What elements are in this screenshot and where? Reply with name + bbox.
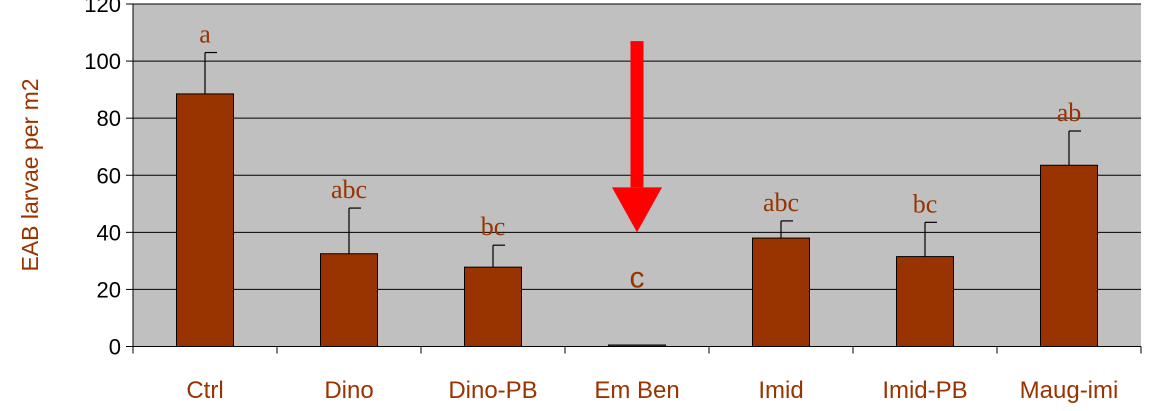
significance-letter: bc <box>913 189 938 218</box>
bar-imid <box>752 237 810 348</box>
x-tick-label: Dino-PB <box>448 377 537 404</box>
y-tick-label: 0 <box>109 335 121 360</box>
significance-letter: ab <box>1057 98 1082 127</box>
bar-dino-pb <box>464 266 522 348</box>
axes <box>126 3 1142 354</box>
y-tick-label: 80 <box>97 106 121 131</box>
y-tick-label: 60 <box>97 163 121 188</box>
x-tick-label: Em Ben <box>594 377 679 404</box>
y-tick-labels: 0 20 40 60 80 100 120 <box>84 0 121 360</box>
x-tick-label: Dino <box>324 377 373 404</box>
y-tick-label: 20 <box>97 277 121 302</box>
bar-imid-pb <box>896 256 954 347</box>
error-bars <box>204 51 1081 268</box>
arrow-head <box>612 187 662 233</box>
bar-maug-imi <box>1040 164 1098 347</box>
y-tick-label: 100 <box>84 49 121 74</box>
bar-ctrl <box>176 93 234 347</box>
x-tick-label: Imid <box>758 377 803 404</box>
bar-dino <box>320 253 378 347</box>
bars <box>176 93 1098 348</box>
significance-letter: a <box>199 20 211 49</box>
y-tick-label: 40 <box>97 220 121 245</box>
x-tick-labels: Ctrl Dino Dino-PB Em Ben Imid Imid-PB Maug-imi <box>186 377 1118 404</box>
significance-letters: a abc bc c abc bc ab <box>199 20 1081 295</box>
significance-letter: c <box>630 261 645 294</box>
y-axis-label: EAB larvae per m2 <box>17 78 43 271</box>
x-tick-label: Imid-PB <box>882 377 967 404</box>
x-tick-label: Maug-imi <box>1020 377 1119 404</box>
arrow-shaft <box>630 41 644 188</box>
y-tick-label: 120 <box>84 0 121 17</box>
x-tick-label: Ctrl <box>186 377 223 404</box>
significance-letter: bc <box>481 212 506 241</box>
significance-letter: abc <box>331 175 367 204</box>
annotation-arrow <box>612 41 662 233</box>
significance-letter: abc <box>763 188 799 217</box>
